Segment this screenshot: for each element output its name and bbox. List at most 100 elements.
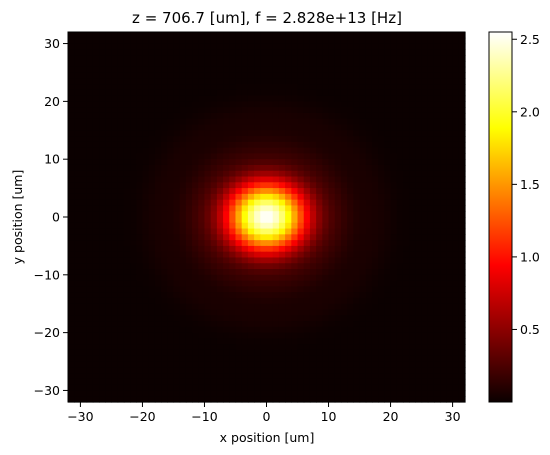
heatmap-cell [254,292,261,299]
heatmap-cell [371,112,379,120]
heatmap-cell [117,217,125,224]
heatmap-cell [142,303,150,311]
heatmap-cell [458,326,466,334]
heatmap-cell [458,43,466,50]
heatmap-cell [154,332,162,340]
heatmap-cell [390,211,398,218]
heatmap-cell [285,338,292,345]
heatmap-cell [272,72,280,79]
heatmap-cell [86,55,94,62]
heatmap-cell [167,66,175,74]
heatmap-cell [86,176,94,183]
heatmap-cell [415,355,423,363]
heatmap-cell [247,55,255,62]
heatmap-cell [161,199,168,207]
heatmap-cell [210,222,218,230]
heatmap-cell [458,193,466,201]
heatmap-cell [415,274,423,282]
heatmap-cell [371,95,379,102]
heatmap-cell [167,309,175,316]
heatmap-cell [204,118,212,126]
heatmap-cell [384,141,392,149]
heatmap-cell [254,55,261,62]
heatmap-cell [316,367,323,374]
heatmap-cell [266,384,274,392]
heatmap-cell [365,309,373,316]
heatmap-cell [210,89,218,97]
heatmap-cell [185,326,193,334]
heatmap-cell [309,378,317,386]
heatmap-cell [216,84,224,91]
heatmap-cell [371,263,379,270]
heatmap-cell [86,170,94,178]
heatmap-cell [210,107,218,114]
heatmap-cell [458,141,466,149]
heatmap-cell [458,240,466,247]
heatmap-cell [402,205,410,212]
heatmap-cell [390,124,398,131]
heatmap-cell [427,84,435,91]
heatmap-cell [402,159,410,166]
heatmap-cell [427,107,435,114]
heatmap-cell [229,84,237,91]
heatmap-cell [278,373,286,380]
heatmap-cell [334,60,342,68]
heatmap-cell [452,361,460,368]
heatmap-cell [216,396,224,403]
heatmap-cell [365,32,373,39]
heatmap-cell [371,378,379,386]
heatmap-cell [347,60,354,68]
heatmap-cell [297,89,305,97]
heatmap-cell [123,124,131,131]
heatmap-cell [123,292,131,299]
heatmap-cell [458,147,466,155]
heatmap-cell [154,297,162,305]
heatmap-cell [179,245,187,253]
heatmap-cell [229,217,237,224]
heatmap-cell [198,43,206,50]
heatmap-cell [396,245,404,253]
heatmap-cell [433,234,441,241]
heatmap-cell [80,32,88,39]
heatmap-cell [427,49,435,56]
heatmap-cell [415,321,423,328]
heatmap-cell [204,303,212,311]
heatmap-cell [99,292,106,299]
heatmap-cell [415,361,423,368]
heatmap-cell [241,55,249,62]
heatmap-cell [235,101,243,108]
heatmap-cell [130,263,137,270]
heatmap-cell [86,303,94,311]
heatmap-cell [223,211,230,218]
heatmap-cell [297,338,305,345]
heatmap-cell [285,211,292,218]
heatmap-cell [440,257,447,264]
heatmap-cell [353,107,361,114]
heatmap-cell [148,217,156,224]
heatmap-cell [402,107,410,114]
heatmap-cell [235,188,243,195]
heatmap-cell [247,292,255,299]
heatmap-cell [297,396,305,403]
heatmap-cell [216,280,224,287]
heatmap-cell [303,338,311,345]
heatmap-cell [359,43,367,50]
heatmap-cell [179,112,187,120]
heatmap-cell [241,326,249,334]
heatmap-cell [136,211,144,218]
heatmap-cell [297,136,305,143]
heatmap-cell [254,361,261,368]
heatmap-cell [198,49,206,56]
heatmap-cell [167,349,175,357]
heatmap-cell [198,378,206,386]
heatmap-cell [316,130,323,137]
heatmap-cell [235,78,243,85]
heatmap-cell [340,32,348,39]
heatmap-cell [235,309,243,316]
heatmap-cell [378,344,385,351]
heatmap-cell [340,95,348,102]
heatmap-cell [142,315,150,322]
heatmap-cell [105,251,113,259]
heatmap-cell [421,309,429,316]
heatmap-cell [260,205,268,212]
